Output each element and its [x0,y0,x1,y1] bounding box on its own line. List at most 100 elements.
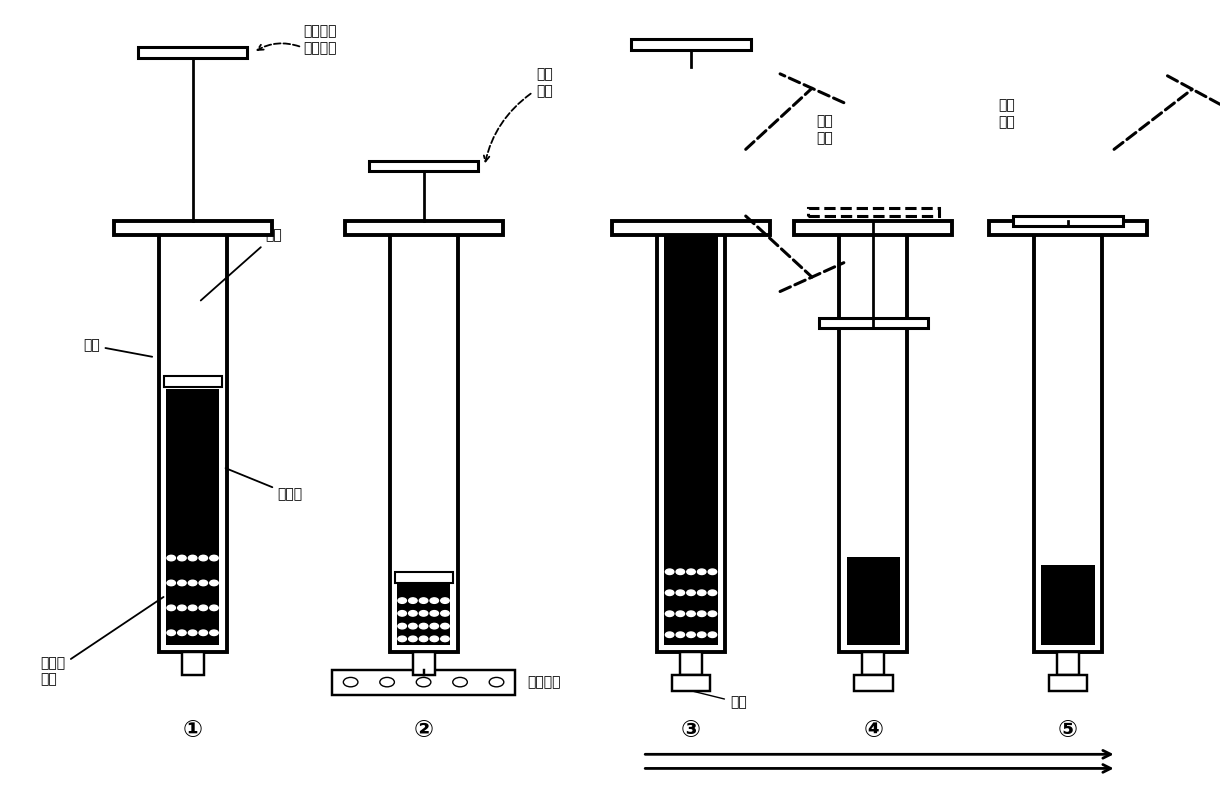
Bar [681,652,701,675]
Bar [165,389,219,546]
Circle shape [420,623,428,629]
Circle shape [709,611,717,616]
Bar [165,546,219,646]
Bar [657,228,725,652]
Circle shape [676,632,684,638]
Circle shape [676,590,684,596]
Circle shape [177,605,186,611]
Circle shape [398,611,406,616]
Bar [840,228,907,652]
Circle shape [453,677,468,687]
Bar [412,652,435,675]
Circle shape [430,611,438,616]
Text: 气凝胶: 气凝胶 [225,468,302,501]
Bar [665,236,717,561]
Circle shape [441,598,449,603]
Text: ④: ④ [863,718,884,742]
Bar [672,675,710,691]
Text: ①: ① [182,718,203,742]
Text: 封口: 封口 [694,691,747,710]
Text: 活塞: 活塞 [201,228,283,301]
Circle shape [698,590,706,596]
Circle shape [666,569,674,574]
Text: ③: ③ [681,718,701,742]
Circle shape [188,555,197,561]
Circle shape [490,677,504,687]
Circle shape [687,632,695,638]
Circle shape [666,611,674,616]
Bar [665,561,717,646]
Bar [159,228,226,652]
Bar [114,220,272,235]
Circle shape [188,580,197,586]
Circle shape [166,555,175,561]
Bar [794,220,952,235]
Text: ⑤: ⑤ [1058,718,1078,742]
Circle shape [676,611,684,616]
Circle shape [430,636,438,642]
Circle shape [200,580,208,586]
Circle shape [709,590,717,596]
Circle shape [188,605,197,611]
Circle shape [409,623,417,629]
Circle shape [200,630,208,635]
Circle shape [166,605,175,611]
Circle shape [166,630,175,635]
Bar [1058,652,1078,675]
Circle shape [177,580,186,586]
Circle shape [666,632,674,638]
Circle shape [398,623,406,629]
Bar [397,581,450,646]
Circle shape [344,677,357,687]
Bar [854,675,892,691]
Circle shape [430,598,438,603]
Circle shape [420,636,428,642]
Circle shape [416,677,431,687]
Circle shape [200,555,208,561]
Bar [394,573,453,583]
Text: 惰性气体: 惰性气体 [526,675,561,689]
Circle shape [441,623,449,629]
Circle shape [209,580,218,586]
Bar [612,220,770,235]
Circle shape [420,611,428,616]
Circle shape [709,632,717,638]
Circle shape [409,611,417,616]
Text: 快速
推拉: 快速 推拉 [999,98,1016,130]
Circle shape [209,555,218,561]
Bar [1034,228,1102,652]
Circle shape [398,636,406,642]
Bar [819,318,928,328]
Circle shape [420,598,428,603]
Circle shape [166,580,175,586]
Bar [989,220,1147,235]
Circle shape [676,569,684,574]
Circle shape [209,605,218,611]
Bar [808,209,939,216]
Bar [389,228,458,652]
Circle shape [200,605,208,611]
Bar [630,40,752,50]
Bar [164,376,222,387]
Circle shape [177,555,186,561]
Circle shape [409,636,417,642]
Circle shape [666,590,674,596]
Bar [368,161,479,171]
Bar [863,652,884,675]
Bar [138,48,247,58]
Bar [847,557,900,646]
Circle shape [430,623,438,629]
Circle shape [698,569,706,574]
Circle shape [188,630,197,635]
Circle shape [698,611,706,616]
Circle shape [379,677,394,687]
Circle shape [687,569,695,574]
Text: 缓慢
拉出: 缓慢 拉出 [537,67,553,98]
Text: ②: ② [414,718,433,742]
Circle shape [687,611,695,616]
Bar [1013,216,1122,226]
Circle shape [398,598,406,603]
Bar [397,594,450,646]
Bar [333,669,515,695]
Circle shape [698,632,706,638]
